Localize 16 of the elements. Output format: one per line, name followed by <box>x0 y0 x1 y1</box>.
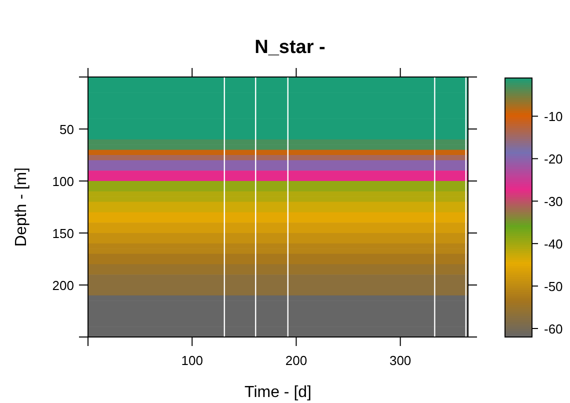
y-tick-label: 200 <box>52 278 74 293</box>
x-tick-label: 300 <box>389 353 412 368</box>
x-tick-label: 100 <box>181 353 203 368</box>
color-bar-label: -50 <box>544 279 563 294</box>
chart-title: N_star - <box>254 37 326 58</box>
x-tick-label: 200 <box>285 353 308 368</box>
y-tick-label: 100 <box>52 174 74 189</box>
x-axis-title: Time - [d] <box>244 384 312 401</box>
color-bar-label: -30 <box>544 194 563 210</box>
y-tick-label: 50 <box>60 122 74 137</box>
y-tick-label: 150 <box>52 226 74 241</box>
color-bar-label: -20 <box>544 152 563 167</box>
color-bar-label: -40 <box>544 236 563 252</box>
color-bar-label: -60 <box>544 322 563 337</box>
y-axis-title: Depth - [m] <box>13 167 30 247</box>
color-bar-label: -10 <box>544 109 563 124</box>
